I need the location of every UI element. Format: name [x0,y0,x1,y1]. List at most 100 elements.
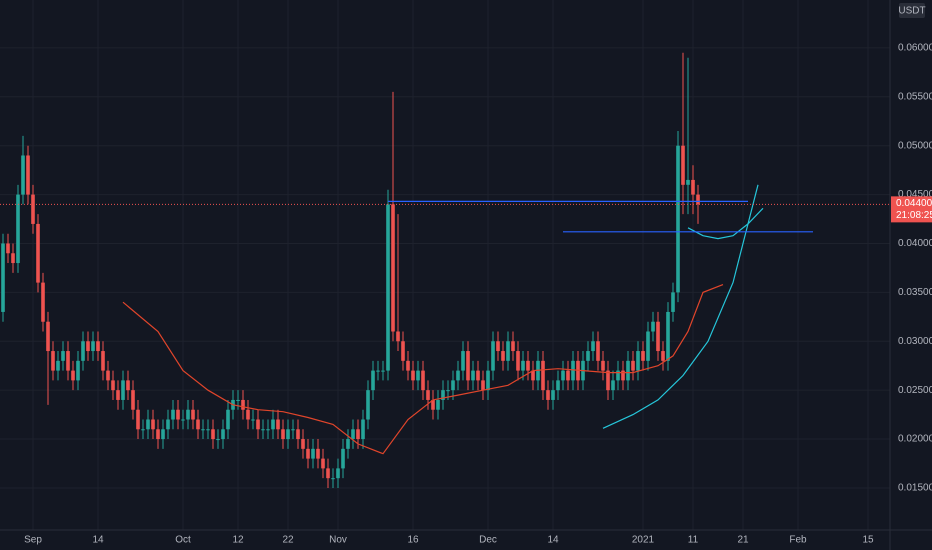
x-tick-label: Nov [329,535,347,546]
candle-body [566,370,570,381]
candle-body [681,145,685,185]
candle-body [686,179,690,185]
candle-body [346,439,350,449]
candle-body [586,351,590,361]
candle-body [81,341,85,361]
candle-body [366,390,370,420]
candle-body [626,360,630,381]
candle-body [21,155,25,195]
candle-body [71,370,75,381]
candle-body [401,341,405,361]
candle-body [656,321,660,352]
candle-body [571,360,575,381]
candle-body [221,429,225,440]
candle-body [101,351,105,371]
candle-body [91,341,95,352]
candle-body [291,429,295,431]
drawn-line [122,284,724,455]
candle-body [261,429,265,431]
currency-box [899,3,925,18]
candle-body [206,429,210,431]
candle-body [476,370,480,381]
x-tick-label: 11 [688,535,699,546]
candle-body [56,360,60,371]
candle-body [446,390,450,392]
candle-body [276,419,280,430]
candle-body [651,321,655,332]
candle-body [41,282,45,322]
candle-body [126,380,130,391]
candle-body [251,419,255,421]
candle-body [266,429,270,431]
candle-body [171,409,175,420]
candle-body [321,458,325,469]
candle-body [426,390,430,400]
candle-body [416,370,420,381]
candle-body [531,370,535,381]
candle-body [286,429,290,440]
currency-label: USDT [898,6,925,17]
candle-body [696,194,700,205]
candle-body [546,390,550,400]
candle-body [381,370,385,372]
candle-body [356,429,360,440]
drawn-line [602,184,759,429]
x-tick-label: Sep [24,535,42,546]
x-tick-label: 15 [862,535,874,546]
candle-body [281,429,285,440]
candle-body [456,370,460,381]
candle-body [131,390,135,410]
candle-body [591,341,595,352]
candle-body [46,321,50,352]
candle-body [341,448,345,469]
candle-body [491,341,495,371]
candle-body [606,370,610,391]
candle-body [301,439,305,449]
candle-body [411,370,415,381]
x-tick-label: Oct [175,535,191,546]
candle-body [466,351,470,381]
candle-body [196,419,200,430]
x-tick-label: 12 [232,535,244,546]
candle-body [601,360,605,371]
candle-body [191,409,195,420]
candle-body [526,360,530,371]
x-tick-label: 14 [547,535,559,546]
candle-body [386,204,390,371]
candle-body [671,292,675,312]
candle-body [136,409,140,430]
candle-body [371,370,375,391]
price-label: 0.044001 [896,198,932,209]
candle-body [166,419,170,430]
candle-body [296,429,300,440]
candle-body [631,360,635,371]
candle-body [246,409,250,420]
candle-body [611,380,615,391]
candle-body [431,399,435,410]
candle-body [176,409,180,420]
candle-body [391,204,395,332]
candle-body [161,429,165,440]
candle-body [691,179,695,195]
candle-body [351,429,355,440]
x-tick-label: 21 [737,535,749,546]
x-tick-label: Dec [479,535,497,546]
candle-body [186,409,190,420]
candle-body [621,370,625,381]
candle-body [6,243,10,254]
candle-body [236,399,240,401]
drawn-line [687,207,764,240]
candle-body [51,351,55,371]
candle-body [61,351,65,361]
candle-body [421,370,425,391]
candle-body [106,370,110,381]
